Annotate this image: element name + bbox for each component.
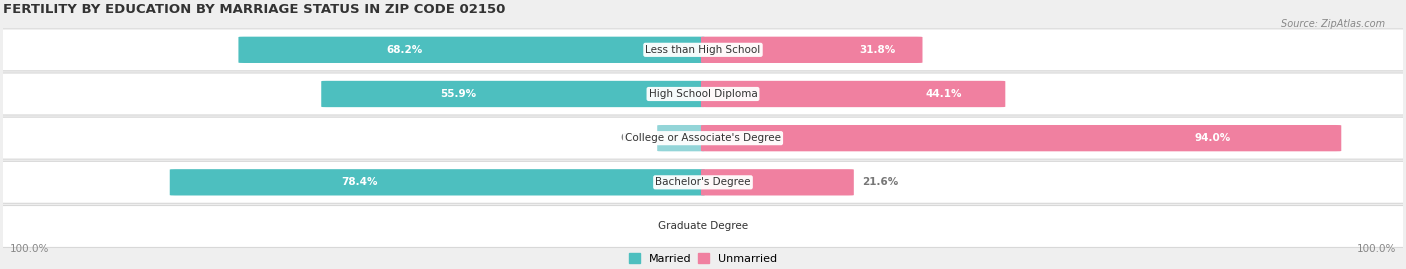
Text: 78.4%: 78.4% (342, 177, 378, 187)
Text: Graduate Degree: Graduate Degree (658, 221, 748, 232)
Text: 0.0%: 0.0% (661, 221, 689, 232)
Text: 44.1%: 44.1% (925, 89, 962, 99)
Text: 31.8%: 31.8% (859, 45, 896, 55)
Legend: Married, Unmarried: Married, Unmarried (624, 249, 782, 268)
FancyBboxPatch shape (321, 81, 704, 107)
FancyBboxPatch shape (0, 29, 1406, 71)
FancyBboxPatch shape (0, 73, 1406, 115)
Text: 100.0%: 100.0% (1357, 244, 1396, 254)
FancyBboxPatch shape (702, 169, 853, 196)
Text: Less than High School: Less than High School (645, 45, 761, 55)
Text: College or Associate's Degree: College or Associate's Degree (626, 133, 780, 143)
Text: 6.0%: 6.0% (620, 133, 650, 143)
FancyBboxPatch shape (0, 206, 1406, 247)
FancyBboxPatch shape (0, 161, 1406, 203)
Text: FERTILITY BY EDUCATION BY MARRIAGE STATUS IN ZIP CODE 02150: FERTILITY BY EDUCATION BY MARRIAGE STATU… (3, 3, 505, 16)
Text: 100.0%: 100.0% (10, 244, 49, 254)
Text: Bachelor's Degree: Bachelor's Degree (655, 177, 751, 187)
FancyBboxPatch shape (702, 37, 922, 63)
FancyBboxPatch shape (0, 117, 1406, 159)
Text: 21.6%: 21.6% (862, 177, 898, 187)
Text: Source: ZipAtlas.com: Source: ZipAtlas.com (1281, 19, 1385, 29)
FancyBboxPatch shape (702, 125, 1341, 151)
Text: 0.0%: 0.0% (717, 221, 745, 232)
FancyBboxPatch shape (702, 81, 1005, 107)
FancyBboxPatch shape (657, 125, 704, 151)
Text: 68.2%: 68.2% (387, 45, 423, 55)
Text: 55.9%: 55.9% (440, 89, 477, 99)
Text: High School Diploma: High School Diploma (648, 89, 758, 99)
FancyBboxPatch shape (239, 37, 704, 63)
FancyBboxPatch shape (170, 169, 704, 196)
Text: 94.0%: 94.0% (1195, 133, 1230, 143)
